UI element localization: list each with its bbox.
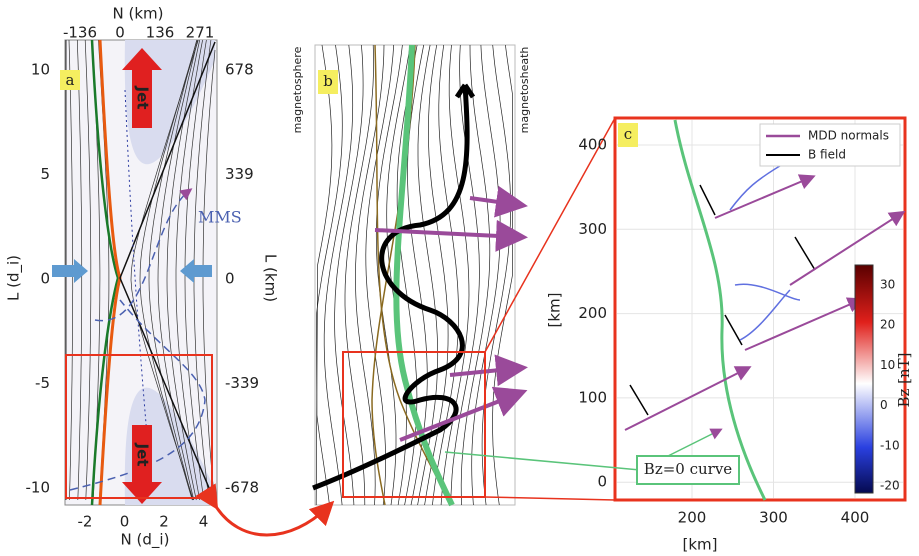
tick-label: 0 — [225, 270, 235, 288]
tick-label: 400 — [841, 509, 870, 527]
axis-title: [km] — [682, 536, 717, 554]
tick-label: -2 — [78, 513, 93, 531]
tick-label: 4 — [199, 513, 209, 531]
tick-label: -678 — [225, 479, 259, 497]
panel-label: c — [624, 125, 632, 143]
tick-label: 271 — [186, 24, 215, 42]
panel-label: b — [323, 72, 333, 90]
panel-label: a — [66, 71, 75, 89]
tick-label: 200 — [678, 509, 707, 527]
tick-label: -339 — [225, 374, 259, 392]
spacecraft-label: MMS — [198, 208, 242, 227]
tick-label: -5 — [35, 374, 50, 392]
tick-label: 0 — [597, 473, 607, 491]
tick-label: 339 — [225, 165, 254, 183]
axis-title: N (d_i) — [121, 531, 170, 550]
jet-label: Jet — [134, 443, 152, 467]
axis-title: [km] — [546, 292, 564, 327]
tick-label: 300 — [759, 509, 788, 527]
colorbar — [855, 265, 873, 493]
figure: a Jet Jet MMS N (km) N (d_i) L (d_i) L (… — [0, 0, 919, 556]
axis-title: L (d_i) — [5, 255, 24, 301]
colorbar-title: Bz [nT] — [895, 352, 913, 407]
annotation: Bz=0 curve — [644, 460, 733, 478]
axis-title: L (km) — [262, 254, 280, 302]
region-label: magnetosheath — [518, 47, 531, 134]
tick-label: -136 — [63, 24, 97, 42]
tick-label: 5 — [40, 165, 50, 183]
tick-label: 100 — [578, 388, 607, 406]
tick-label: 0 — [880, 398, 888, 412]
tick-label: 400 — [578, 136, 607, 154]
legend-label: MDD normals — [808, 129, 889, 143]
tick-label: 10 — [31, 61, 50, 79]
tick-label: 136 — [146, 24, 175, 42]
tick-label: -10 — [26, 479, 51, 497]
tick-label: 10 — [880, 358, 895, 372]
link-arrow — [215, 505, 330, 535]
tick-label: 678 — [225, 61, 254, 79]
jet-label: Jet — [134, 86, 152, 110]
axis-title: N (km) — [113, 5, 164, 23]
tick-label: 0 — [40, 270, 50, 288]
tick-label: 30 — [880, 278, 895, 292]
tick-label: -20 — [880, 479, 900, 493]
legend-label: B field — [808, 148, 846, 162]
tick-label: -10 — [880, 438, 900, 452]
region-label: magnetosphere — [291, 46, 304, 133]
tick-label: 2 — [159, 513, 169, 531]
tick-label: 20 — [880, 318, 895, 332]
tick-label: 300 — [578, 220, 607, 238]
tick-label: 200 — [578, 304, 607, 322]
page: a Jet Jet MMS N (km) N (d_i) L (d_i) L (… — [0, 0, 919, 556]
panel-b: b magnetosphere magnetosheath — [291, 45, 531, 505]
tick-label: 0 — [115, 24, 125, 42]
tick-label: 0 — [120, 513, 130, 531]
